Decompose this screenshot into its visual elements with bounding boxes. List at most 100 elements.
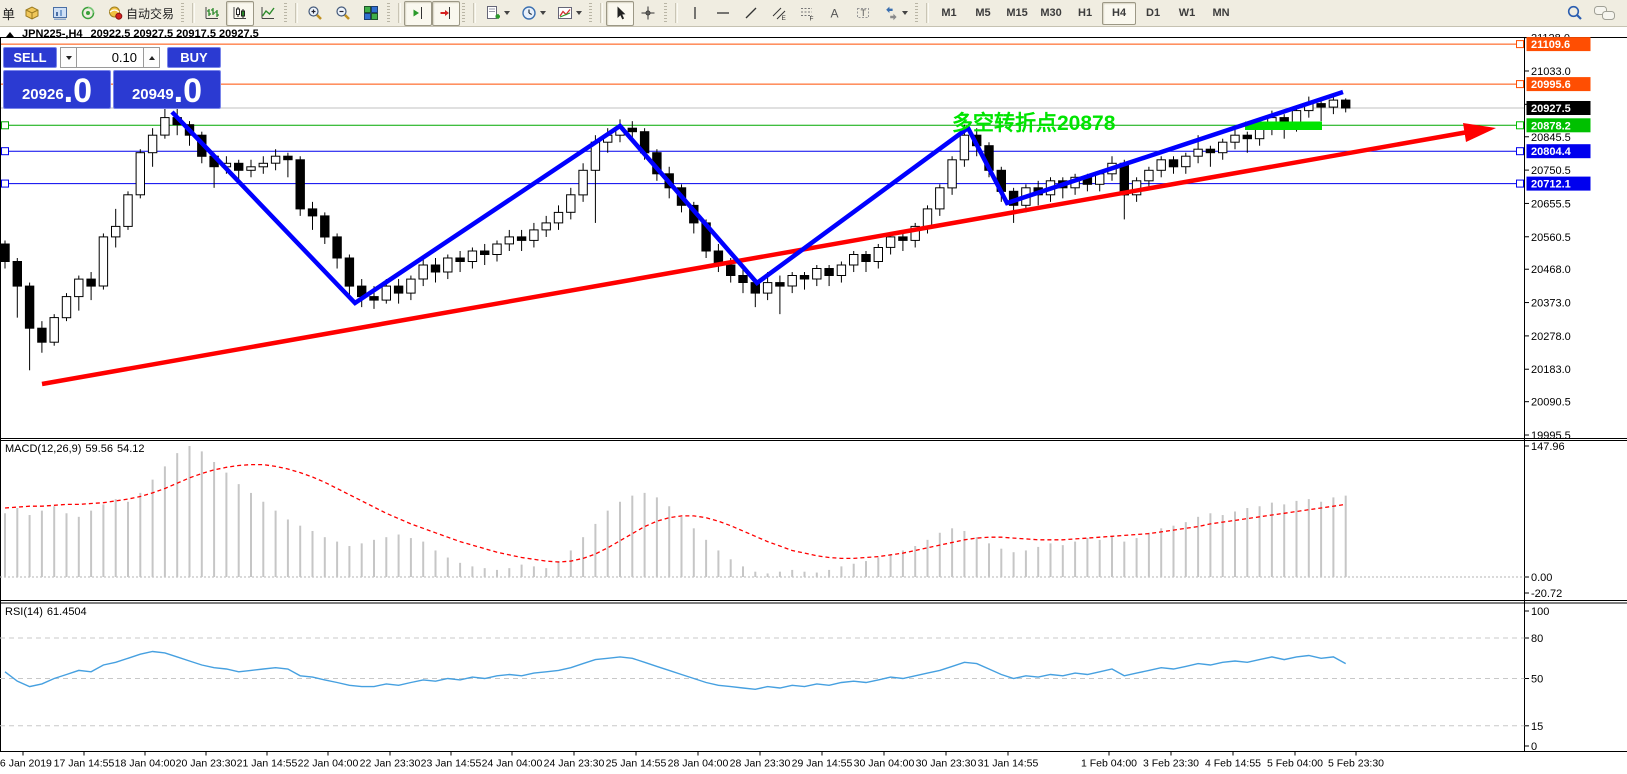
svg-text:A: A	[831, 7, 839, 21]
svg-text:0: 0	[1531, 741, 1537, 753]
bar-chart-icon	[205, 7, 220, 19]
chat-icon	[1594, 6, 1615, 20]
line-chart-icon	[261, 7, 275, 19]
candlestick-chart-icon	[233, 7, 247, 19]
svg-text:20560.5: 20560.5	[1531, 232, 1571, 244]
volume-input[interactable]: 0.10	[77, 47, 143, 68]
trendline-button[interactable]	[737, 1, 765, 26]
auto-scroll-button[interactable]	[432, 0, 461, 26]
chevron-down-icon	[539, 11, 546, 15]
chart-shift-icon	[413, 7, 423, 19]
order-menu-label[interactable]: 单	[2, 6, 16, 22]
search-button[interactable]	[1561, 1, 1589, 26]
svg-text:25 Jan 14:55: 25 Jan 14:55	[606, 758, 667, 770]
autotrading-button[interactable]: 自动交易	[102, 1, 179, 26]
svg-text:28 Jan 23:30: 28 Jan 23:30	[730, 758, 791, 770]
sell-button[interactable]: SELL	[3, 47, 57, 68]
text-button[interactable]: A	[821, 1, 849, 26]
chevron-down-icon	[503, 11, 510, 15]
timeframe-m30[interactable]: M30	[1040, 7, 1062, 19]
candlestick-chart-button[interactable]	[226, 0, 255, 26]
main-toolbar: 单 自动交易	[0, 0, 1627, 27]
triangle-up-icon	[148, 55, 155, 60]
timeframe-m1[interactable]: M1	[941, 7, 957, 19]
line-chart-button[interactable]	[254, 1, 282, 26]
toolbar-grip	[915, 3, 919, 23]
cursor-button[interactable]	[606, 0, 635, 26]
svg-text:1 Feb 04:00: 1 Feb 04:00	[1081, 758, 1137, 770]
svg-text:20183.0: 20183.0	[1531, 364, 1571, 376]
toolbar-grip	[462, 3, 466, 23]
tile-windows-button[interactable]	[357, 1, 385, 26]
crosshair-button[interactable]	[634, 1, 662, 26]
svg-text:19995.5: 19995.5	[1531, 430, 1571, 442]
zoom-out-button[interactable]	[329, 1, 357, 26]
timeframe-d1[interactable]: D1	[1146, 7, 1161, 19]
buy-button[interactable]: BUY	[167, 47, 221, 68]
buy-price-display[interactable]: 20949.0	[113, 70, 221, 109]
toolbar-separator	[926, 3, 930, 23]
timeframe-m15[interactable]: M15	[1006, 7, 1028, 19]
zoom-out-icon	[336, 6, 350, 20]
toolbar-separator	[398, 3, 402, 23]
profiles-button[interactable]	[46, 1, 74, 26]
autotrading-icon	[109, 6, 123, 20]
toolbar-separator	[295, 3, 299, 23]
search-icon	[1567, 5, 1582, 20]
trend-turning-point-annotation[interactable]: 多空转折点20878	[952, 112, 1116, 135]
svg-text:29 Jan 14:55: 29 Jan 14:55	[792, 758, 853, 770]
svg-text:5 Feb 04:00: 5 Feb 04:00	[1267, 758, 1323, 770]
toolbar-grip	[284, 3, 288, 23]
profiles-icon	[53, 7, 68, 20]
signals-button[interactable]	[74, 1, 102, 26]
svg-text:17 Jan 14:55: 17 Jan 14:55	[54, 758, 115, 770]
fibonacci-icon: F	[801, 8, 814, 21]
fibonacci-button[interactable]: F	[793, 1, 821, 26]
zoom-in-icon	[308, 6, 322, 20]
cursor-icon	[617, 6, 626, 20]
timeframe-mn[interactable]: MN	[1212, 7, 1230, 19]
toolbar-separator	[192, 3, 196, 23]
horizontal-line-icon	[717, 12, 730, 14]
toolbar-grip	[664, 3, 668, 23]
equidistant-channel-button[interactable]: E	[765, 1, 793, 26]
svg-text:80: 80	[1531, 633, 1543, 645]
svg-text:21033.0: 21033.0	[1531, 66, 1571, 78]
sell-price-main: 20926	[21, 86, 64, 103]
svg-text:20712.1: 20712.1	[1531, 179, 1571, 191]
volume-decrease-button[interactable]	[60, 47, 77, 68]
indicators-button[interactable]	[551, 1, 587, 26]
svg-text:20750.5: 20750.5	[1531, 165, 1571, 177]
timeframe-h1[interactable]: H1	[1078, 7, 1093, 19]
svg-text:30 Jan 04:00: 30 Jan 04:00	[854, 758, 915, 770]
zoom-in-button[interactable]	[301, 1, 329, 26]
timeframe-m5[interactable]: M5	[975, 7, 991, 19]
indicators-icon	[557, 7, 572, 19]
new-order-button[interactable]	[18, 1, 46, 26]
rsi-value: 61.4504	[46, 606, 87, 618]
text-label-button[interactable]: T	[849, 1, 877, 26]
chevron-down-icon	[575, 11, 582, 15]
chart-shift-button[interactable]	[404, 0, 433, 26]
collapse-triangle-icon[interactable]	[6, 31, 14, 37]
svg-text:-20.72: -20.72	[1531, 588, 1562, 600]
svg-text:21109.6: 21109.6	[1531, 39, 1570, 51]
svg-text:30 Jan 23:30: 30 Jan 23:30	[916, 758, 977, 770]
arrows-icon	[885, 6, 897, 21]
timeframe-h4[interactable]: H4	[1102, 1, 1137, 25]
volume-increase-button[interactable]	[143, 47, 160, 68]
crosshair-icon	[641, 6, 655, 20]
sell-price-fraction: .0	[63, 72, 93, 111]
new-chart-button[interactable]	[479, 1, 515, 26]
sell-price-display[interactable]: 20926.0	[3, 70, 111, 109]
vertical-line-button[interactable]	[681, 1, 709, 26]
arrows-button[interactable]	[877, 1, 913, 26]
chat-button[interactable]	[1589, 1, 1621, 26]
periods-button[interactable]	[515, 1, 551, 26]
one-click-trading-panel: SELL 0.10 BUY 20926.0 20949.0	[3, 47, 224, 109]
bar-chart-button[interactable]	[198, 1, 226, 26]
horizontal-line-button[interactable]	[709, 1, 737, 26]
timeframe-w1[interactable]: W1	[1178, 7, 1196, 19]
new-order-book-icon	[25, 6, 39, 20]
